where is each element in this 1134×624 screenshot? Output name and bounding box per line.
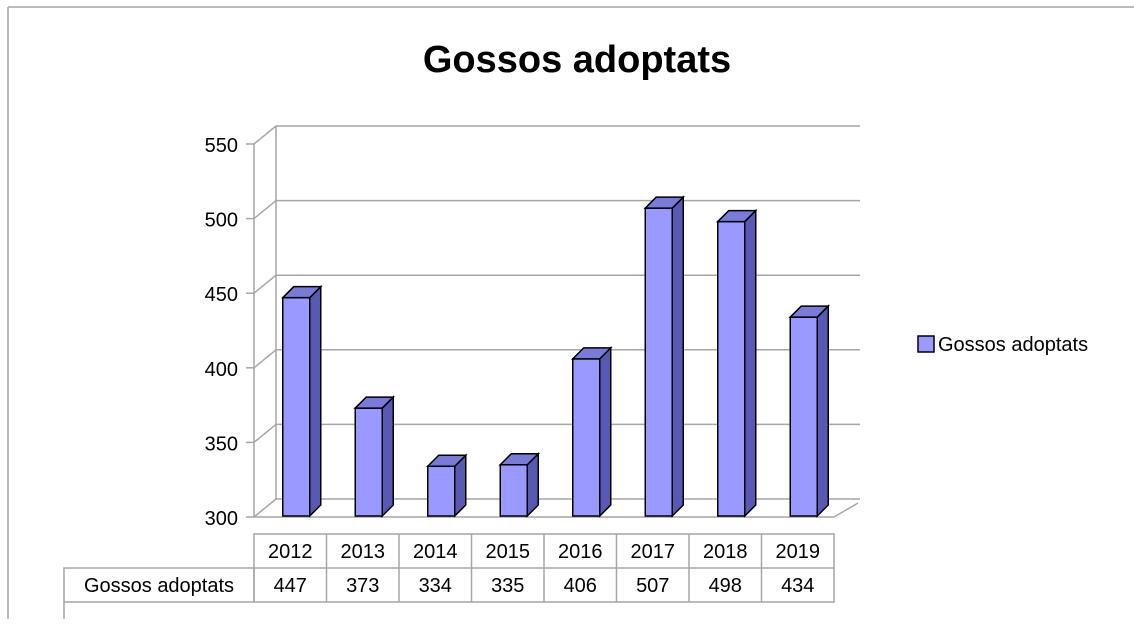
y-tick-label: 300 bbox=[205, 508, 238, 530]
table-value: 406 bbox=[564, 575, 597, 597]
bar-front bbox=[354, 407, 383, 517]
x-tick-label: 2016 bbox=[558, 541, 603, 563]
table-value: 373 bbox=[346, 575, 379, 597]
bar-side bbox=[381, 395, 394, 518]
bar bbox=[715, 208, 758, 518]
gridline-wall bbox=[253, 349, 277, 369]
bar bbox=[425, 453, 468, 518]
grid-layer bbox=[246, 125, 860, 518]
bar-top bbox=[715, 209, 758, 223]
bar-front bbox=[789, 316, 818, 517]
bar-front bbox=[499, 464, 528, 517]
table-value: 498 bbox=[709, 575, 742, 597]
bar-front bbox=[427, 465, 456, 517]
data-table: Gossos adoptats 2012 447 2013 373 2014 334 2015… bbox=[63, 533, 835, 619]
bar-side bbox=[671, 195, 684, 518]
x-tick-label: 2013 bbox=[341, 541, 386, 563]
bar-side bbox=[744, 208, 757, 518]
axis-layer: 300 350 400 450 500 550 bbox=[205, 135, 238, 530]
floor-right-edge bbox=[833, 502, 859, 518]
y-tick-label: 400 bbox=[205, 359, 238, 381]
bar-side bbox=[309, 284, 322, 518]
gridline-wall bbox=[253, 498, 277, 518]
bar-top bbox=[498, 453, 541, 466]
table-value: 434 bbox=[781, 575, 814, 597]
x-tick-label: 2015 bbox=[486, 541, 531, 563]
gridline-wall bbox=[253, 125, 277, 145]
table-value: 447 bbox=[274, 575, 307, 597]
bars-layer bbox=[280, 195, 831, 518]
x-tick-label: 2019 bbox=[776, 541, 821, 563]
bar-top bbox=[353, 396, 396, 409]
x-tick-label: 2017 bbox=[631, 541, 676, 563]
table-series-label: Gossos adoptats bbox=[84, 575, 234, 597]
bar bbox=[498, 451, 541, 518]
y-tick-label: 350 bbox=[205, 433, 238, 455]
x-tick-label: 2012 bbox=[268, 541, 313, 563]
bar-top bbox=[643, 196, 686, 209]
bar-front bbox=[644, 207, 673, 517]
bar bbox=[643, 195, 686, 518]
gridline-wall bbox=[253, 200, 277, 220]
bar-top bbox=[425, 454, 468, 468]
bar bbox=[353, 395, 396, 518]
bar-side bbox=[599, 346, 612, 518]
bar bbox=[570, 346, 613, 518]
y-tick-label: 550 bbox=[205, 135, 238, 157]
bar-front bbox=[717, 220, 746, 517]
y-tick-label: 500 bbox=[205, 210, 238, 232]
bar-side bbox=[816, 304, 829, 518]
bar bbox=[280, 284, 323, 518]
gridline-wall bbox=[253, 423, 277, 443]
table-value: 335 bbox=[491, 575, 524, 597]
bar-front bbox=[282, 296, 311, 517]
bar-top bbox=[788, 305, 831, 318]
bar-top bbox=[570, 347, 613, 360]
gridline-wall bbox=[253, 274, 277, 294]
table-value: 334 bbox=[419, 575, 452, 597]
legend-swatch bbox=[917, 335, 935, 353]
x-tick-label: 2018 bbox=[703, 541, 748, 563]
bar bbox=[788, 304, 831, 518]
table-value: 507 bbox=[636, 575, 669, 597]
legend: Gossos adoptats bbox=[917, 334, 1088, 356]
table-series-label-cell bbox=[63, 567, 255, 603]
x-tick-label: 2014 bbox=[413, 541, 458, 563]
y-tick-label: 450 bbox=[205, 284, 238, 306]
legend-label: Gossos adoptats bbox=[938, 334, 1088, 356]
bar-front bbox=[572, 358, 601, 517]
bar-top bbox=[280, 285, 323, 299]
chart-title: Gossos adoptats bbox=[423, 39, 731, 81]
